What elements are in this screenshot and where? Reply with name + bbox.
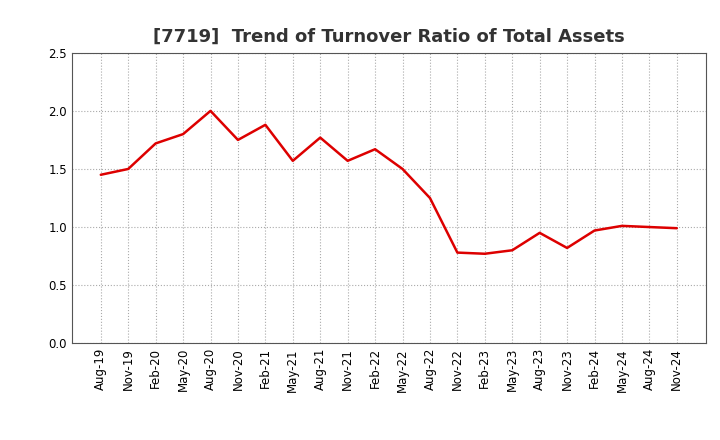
Title: [7719]  Trend of Turnover Ratio of Total Assets: [7719] Trend of Turnover Ratio of Total … [153,28,625,46]
